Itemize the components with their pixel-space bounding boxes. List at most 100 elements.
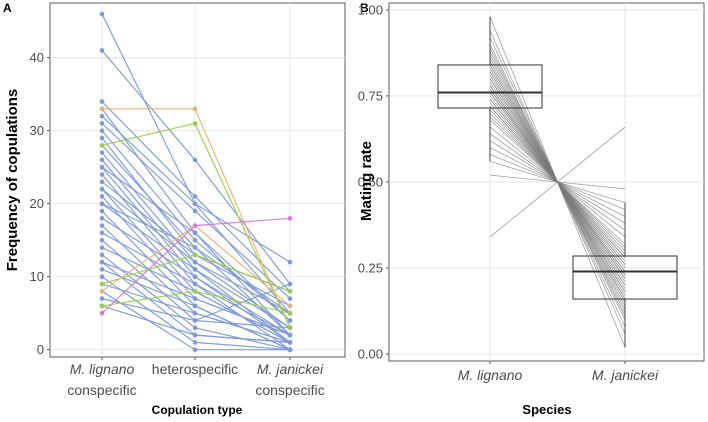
data-point	[99, 281, 105, 287]
data-point	[192, 208, 198, 214]
data-point	[99, 237, 105, 243]
y-tick-label: 40	[30, 50, 44, 65]
data-point	[99, 216, 105, 221]
box	[572, 255, 678, 300]
panel-b-x-axis-title: Species	[522, 402, 571, 417]
data-point	[99, 274, 105, 280]
data-point	[99, 11, 105, 17]
data-point	[192, 281, 198, 287]
data-point	[99, 121, 105, 126]
data-point	[192, 267, 198, 272]
data-point	[192, 106, 198, 112]
data-point	[99, 303, 105, 309]
panel-a-y-tick-labels: 0 10 20 30 40	[30, 50, 50, 357]
y-tick-label: 0.75	[358, 88, 383, 103]
data-point	[287, 259, 293, 265]
data-point	[99, 179, 105, 185]
panel-a: A 0 10 20 30 40 M. lignano conspecific heteros…	[3, 1, 346, 417]
data-point	[192, 121, 198, 126]
data-point	[192, 259, 198, 265]
data-point	[192, 157, 198, 163]
data-point	[192, 303, 198, 309]
data-point	[287, 310, 293, 316]
data-point	[287, 216, 293, 221]
data-point	[99, 157, 105, 163]
data-point	[192, 201, 198, 207]
panel-b-paired-lines	[489, 16, 626, 348]
data-point	[99, 296, 105, 301]
data-point	[192, 289, 198, 294]
data-point	[287, 340, 293, 345]
y-tick-label: 30	[30, 123, 44, 138]
data-point	[99, 245, 105, 250]
data-point	[287, 289, 293, 294]
panel-a-x-axis-title: Copulation type	[152, 403, 243, 417]
x-tick-label-line2: conspecific	[67, 382, 136, 398]
data-point	[192, 237, 198, 243]
x-tick-label: M. janickei	[257, 361, 324, 377]
x-tick-label: M. janickei	[592, 367, 659, 383]
panel-a-plot-area	[49, 2, 346, 358]
data-point	[99, 128, 105, 134]
data-point	[99, 164, 105, 170]
data-point	[99, 223, 105, 228]
data-point	[287, 325, 293, 331]
panel-b-y-axis-title: Mating rate	[358, 141, 375, 221]
panel-a-series	[99, 11, 293, 353]
panel-b-tag: B	[360, 1, 369, 15]
data-point	[287, 318, 293, 323]
data-point	[192, 296, 198, 301]
y-tick-label: 20	[30, 196, 44, 211]
data-point	[192, 194, 198, 199]
panel-b-boxes	[437, 16, 678, 348]
data-point	[99, 106, 105, 112]
x-tick-label: M. lignano	[70, 361, 135, 377]
paired-line	[489, 126, 626, 238]
y-tick-label: 0.50	[358, 175, 383, 190]
data-point	[99, 48, 105, 53]
data-point	[99, 201, 105, 207]
data-point	[287, 303, 293, 309]
data-point	[192, 310, 198, 316]
panel-b-y-tick-labels: 0.00 0.25 0.50 0.75 1.00	[358, 2, 389, 362]
panel-a-x-tick-labels: M. lignano conspecific heterospecific M. ja…	[67, 357, 325, 398]
data-point	[99, 150, 105, 155]
data-point	[192, 318, 198, 323]
data-point	[287, 296, 293, 301]
y-tick-label: 0	[37, 342, 44, 357]
panel-a-y-axis-title: Frequency of copulations	[4, 89, 21, 272]
data-point	[192, 332, 198, 338]
data-point	[99, 113, 105, 119]
data-point	[99, 194, 105, 199]
x-tick-label-line2: conspecific	[255, 382, 324, 398]
data-point	[192, 347, 198, 353]
data-point	[99, 186, 105, 192]
x-tick-label: M. lignano	[458, 367, 523, 383]
data-point	[192, 252, 198, 258]
panel-a-tag: A	[3, 1, 12, 15]
data-point	[192, 223, 198, 228]
data-point	[192, 230, 198, 236]
data-point	[99, 259, 105, 265]
y-tick-label: 0.00	[358, 347, 383, 362]
x-tick-label: heterospecific	[152, 361, 238, 377]
box	[437, 64, 543, 109]
y-tick-label: 1.00	[358, 2, 383, 17]
data-point	[99, 143, 105, 148]
data-point	[99, 135, 105, 141]
data-point	[99, 289, 105, 294]
data-point	[99, 310, 105, 316]
panel-b: B 0.00 0.25 0.50 0.75 1.00 M. lignano M. jani…	[358, 1, 705, 417]
data-point	[287, 347, 293, 353]
panel-b-x-tick-labels: M. lignano M. janickei	[458, 361, 659, 383]
data-point	[192, 274, 198, 280]
data-point	[99, 172, 105, 177]
data-point	[192, 325, 198, 331]
data-point	[99, 267, 105, 272]
y-tick-label: 0.25	[358, 261, 383, 276]
data-point	[99, 252, 105, 258]
data-point	[99, 208, 105, 214]
data-point	[99, 230, 105, 236]
data-point	[287, 281, 293, 287]
data-point	[192, 245, 198, 250]
